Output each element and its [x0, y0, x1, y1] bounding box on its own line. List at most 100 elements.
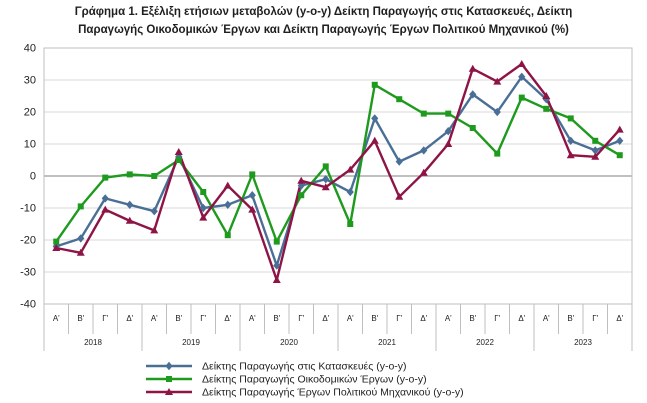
- x-tick-label-quarter: Δ': [126, 314, 133, 323]
- data-point-series-3: [444, 140, 453, 147]
- y-tick-label: -40: [20, 299, 36, 311]
- data-point-series-2: [445, 110, 452, 117]
- data-point-series-2: [616, 152, 623, 159]
- legend-label-3: Δείκτης Παραγωγής Έργων Πολιτικού Μηχανι…: [202, 387, 464, 399]
- data-point-series-3: [150, 226, 159, 234]
- data-point-series-1: [248, 191, 256, 200]
- x-tick-label-quarter: Α': [249, 314, 256, 323]
- data-point-series-1: [150, 207, 158, 216]
- data-point-series-1: [77, 234, 85, 243]
- chart-title-line-1: Γράφημα 1. Εξέλιξη ετήσιων μεταβολών (y-…: [74, 6, 573, 18]
- data-point-series-2: [396, 96, 403, 103]
- data-point-series-2: [151, 173, 158, 179]
- data-point-series-2: [200, 189, 207, 195]
- x-tick-label-quarter: Β': [175, 314, 182, 323]
- x-tick-label-quarter: Α': [445, 314, 452, 323]
- data-point-series-1: [444, 127, 452, 136]
- data-point-series-3: [174, 148, 183, 155]
- y-tick-label: 40: [24, 43, 36, 55]
- x-tick-label-quarter: Α': [347, 314, 354, 323]
- x-tick-label-quarter: Γ': [396, 314, 402, 323]
- data-point-series-1: [224, 200, 232, 209]
- data-point-series-1: [420, 146, 428, 155]
- x-tick-label-quarter: Β': [469, 314, 476, 323]
- data-point-series-1: [469, 90, 477, 99]
- x-tick-label-quarter: Δ': [518, 314, 525, 323]
- data-point-series-3: [542, 92, 551, 99]
- x-tick-label-quarter: Γ': [494, 314, 500, 323]
- x-tick-label-quarter: Β': [273, 314, 280, 323]
- data-point-series-1: [395, 157, 403, 166]
- data-point-series-3: [297, 176, 306, 184]
- data-point-series-1: [616, 136, 624, 145]
- data-point-series-3: [125, 216, 134, 224]
- data-point-series-3: [591, 152, 600, 160]
- data-point-series-2: [518, 94, 525, 101]
- x-tick-label-year: 2022: [476, 338, 494, 347]
- x-tick-label-quarter: Β': [371, 314, 378, 323]
- data-point-series-3: [52, 244, 61, 251]
- x-tick-label-year: 2021: [378, 338, 396, 347]
- x-tick-label-year: 2018: [84, 338, 102, 347]
- data-point-series-1: [518, 72, 526, 81]
- data-point-series-3: [199, 213, 208, 221]
- y-tick-label: 10: [24, 139, 36, 151]
- x-tick-label-quarter: Α': [151, 314, 158, 323]
- data-point-series-1: [126, 200, 134, 209]
- data-point-series-3: [566, 151, 575, 159]
- data-point-series-2: [273, 238, 280, 245]
- series-line-2: [55, 83, 621, 243]
- data-point-series-3: [76, 248, 85, 256]
- data-point-series-3: [101, 205, 110, 213]
- x-tick-label-quarter: Γ': [200, 314, 206, 323]
- data-point-series-2: [126, 171, 133, 178]
- x-tick-label-quarter: Γ': [298, 314, 304, 323]
- data-point-series-2: [592, 137, 599, 144]
- series-line-1: [55, 75, 621, 267]
- x-tick-label-quarter: Γ': [102, 314, 108, 323]
- data-point-series-3: [248, 205, 257, 213]
- y-tick-label: 20: [24, 107, 36, 119]
- legend-marker-3: [165, 388, 173, 395]
- x-tick-label-year: 2023: [574, 338, 592, 347]
- data-point-series-3: [419, 168, 428, 176]
- data-point-series-2: [77, 203, 84, 210]
- data-point-series-3: [395, 192, 404, 200]
- y-tick-label: -30: [20, 267, 36, 279]
- data-point-series-1: [322, 175, 330, 184]
- data-point-series-2: [175, 157, 182, 163]
- x-tick-label-quarter: Δ': [224, 314, 231, 323]
- data-point-series-1: [591, 146, 599, 155]
- data-point-series-3: [223, 181, 232, 189]
- data-point-series-2: [347, 221, 354, 227]
- x-tick-label-quarter: Δ': [616, 314, 623, 323]
- data-point-series-1: [199, 203, 207, 213]
- data-point-series-2: [469, 125, 476, 131]
- x-tick-label-quarter: Β': [77, 314, 84, 323]
- chart-title-line-2: Παραγωγής Οικοδομικών Έργων και Δείκτη Π…: [78, 24, 569, 36]
- data-point-series-1: [273, 261, 281, 270]
- x-tick-label-quarter: Α': [53, 314, 60, 323]
- data-point-series-2: [249, 171, 256, 178]
- data-point-series-2: [322, 163, 329, 170]
- data-point-series-2: [298, 192, 305, 199]
- data-point-series-2: [543, 105, 550, 112]
- data-point-series-1: [371, 114, 379, 123]
- data-point-series-1: [101, 194, 109, 203]
- data-point-series-1: [493, 107, 501, 117]
- y-tick-label: 0: [30, 171, 36, 183]
- data-point-series-1: [346, 187, 354, 197]
- x-tick-label-quarter: Α': [543, 314, 550, 323]
- legend-label-1: Δείκτης Παραγωγής στις Κατασκευές (y-o-y…: [202, 361, 407, 373]
- data-point-series-3: [615, 125, 624, 133]
- data-point-series-2: [371, 81, 378, 88]
- data-point-series-3: [321, 183, 330, 191]
- x-tick-label-quarter: Δ': [322, 314, 329, 323]
- data-point-series-3: [346, 165, 355, 173]
- data-point-series-2: [102, 174, 109, 181]
- data-point-series-2: [53, 238, 60, 245]
- data-point-series-1: [567, 136, 575, 145]
- data-point-series-2: [224, 232, 231, 239]
- data-point-series-3: [517, 60, 526, 67]
